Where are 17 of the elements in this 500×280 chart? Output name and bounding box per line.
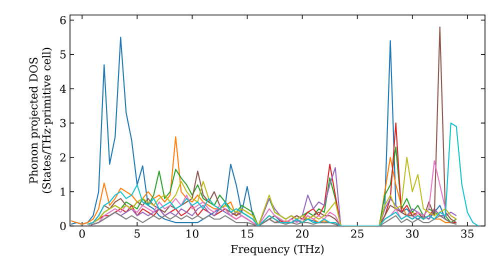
y-tick-label: 5 bbox=[60, 50, 66, 59]
x-tick-label: 5 bbox=[134, 230, 140, 238]
y-tick-label: 1 bbox=[60, 188, 65, 196]
x-tick-label: 25 bbox=[351, 230, 364, 238]
x-tick-label: 0 bbox=[79, 230, 85, 238]
y-tick-label: 4 bbox=[60, 84, 66, 93]
y-tick-label: 0 bbox=[60, 222, 66, 230]
x-tick-label: 30 bbox=[406, 230, 419, 238]
y-tick-label: 6 bbox=[60, 16, 66, 24]
x-tick-label: 10 bbox=[186, 230, 198, 238]
x-tick-label: 35 bbox=[461, 230, 474, 238]
x-tick-label: 20 bbox=[296, 230, 308, 238]
y-axis-title: Phonon projected DOS (States/THz·primitive cell) bbox=[29, 48, 53, 194]
y-tick-label: 2 bbox=[60, 153, 66, 162]
x-axis-title: Frequency (THz) bbox=[231, 244, 324, 256]
y-tick-label: 3 bbox=[60, 118, 66, 128]
x-tick-label: 15 bbox=[242, 230, 254, 238]
